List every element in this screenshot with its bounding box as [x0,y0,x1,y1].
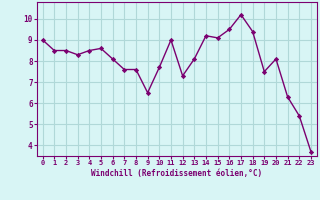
X-axis label: Windchill (Refroidissement éolien,°C): Windchill (Refroidissement éolien,°C) [91,169,262,178]
